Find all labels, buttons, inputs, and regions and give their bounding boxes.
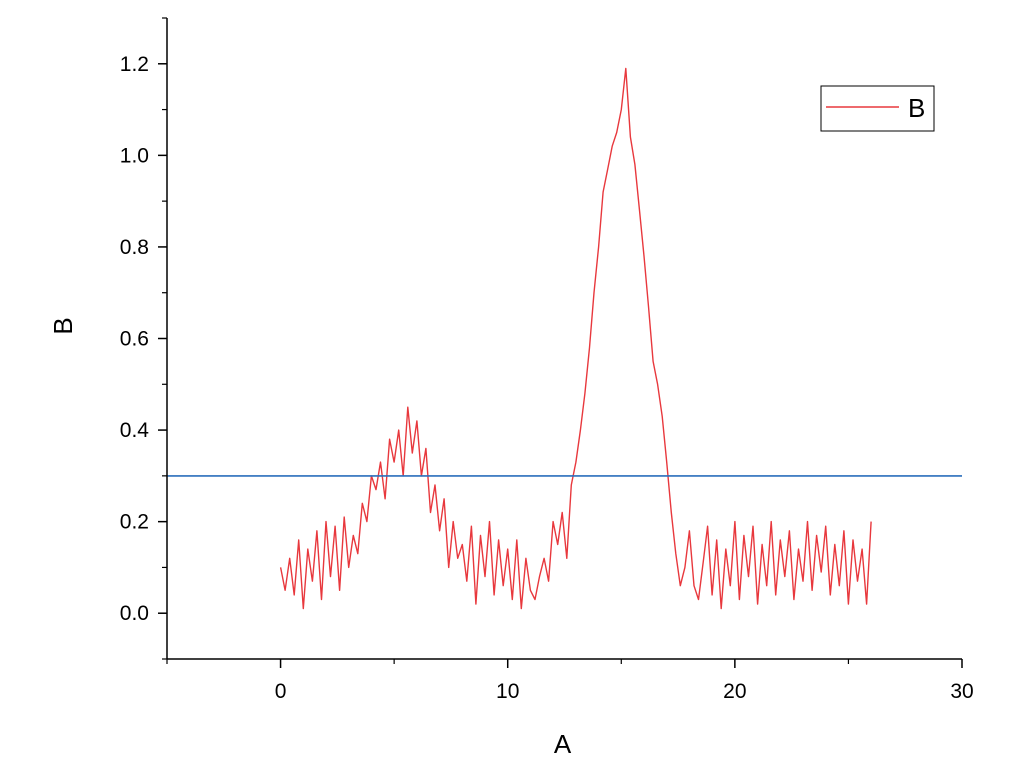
y-tick-label: 0.2 xyxy=(120,511,149,534)
legend-label-b: B xyxy=(908,93,925,123)
y-axis-title: B xyxy=(48,317,78,334)
legend: B xyxy=(820,85,935,132)
y-tick-label: 0.4 xyxy=(120,419,150,442)
x-tick-label: 0 xyxy=(275,680,287,703)
x-axis-title: A xyxy=(554,729,572,759)
x-tick-label: 10 xyxy=(496,680,519,703)
series-line-b xyxy=(279,67,872,610)
y-tick-label: 1.2 xyxy=(120,53,149,76)
y-tick-label: 1.0 xyxy=(120,144,149,167)
series-layer xyxy=(167,67,962,610)
legend-box xyxy=(820,85,935,132)
ticks-layer: 0 10 20 30 0.0 0.2 0.4 0.6 0.8 1.0 1.2 xyxy=(120,17,974,703)
y-tick-label: 0.8 xyxy=(120,236,149,259)
x-tick-label: 20 xyxy=(723,680,746,703)
y-tick-label: 0.0 xyxy=(120,602,149,625)
y-tick-label: 0.6 xyxy=(120,328,149,351)
x-tick-label: 30 xyxy=(950,680,973,703)
